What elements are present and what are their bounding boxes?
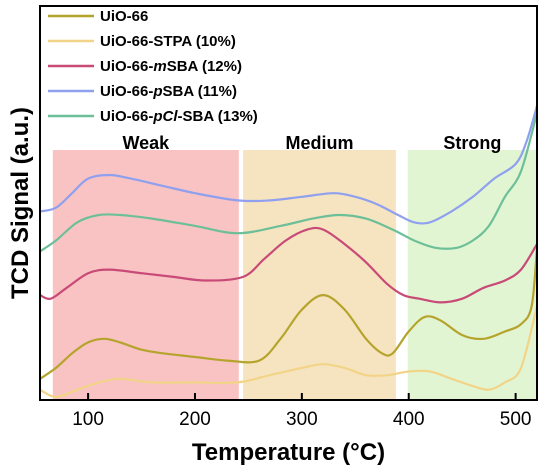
x-tick-label: 300: [286, 409, 318, 430]
region-labels: Weak Medium Strong: [122, 133, 501, 153]
x-axis-ticks: 100 200 300 400 500: [72, 393, 531, 430]
x-tick-label: 100: [72, 409, 104, 430]
x-tick-label: 500: [500, 409, 532, 430]
legend-label: UiO-66: [100, 8, 148, 25]
series-line-2: [39, 305, 539, 399]
region-label-strong: Strong: [443, 133, 501, 153]
series-line-5: [39, 112, 539, 253]
x-tick-label: 400: [393, 409, 425, 430]
legend-label: UiO-66-mSBA (12%): [100, 58, 242, 75]
region-medium: [243, 150, 396, 399]
series-line-1: [39, 247, 539, 380]
legend-label: UiO-66-pCl-SBA (13%): [100, 108, 258, 125]
series-line-3: [39, 226, 538, 304]
region-label-weak: Weak: [122, 133, 170, 153]
y-axis-title: TCD Signal (a.u.): [7, 107, 34, 299]
legend-label: UiO-66-pSBA (11%): [100, 83, 237, 100]
series-line-4: [39, 105, 539, 225]
plot-frame: [39, 5, 538, 401]
x-tick-label: 200: [179, 409, 211, 430]
region-label-medium: Medium: [285, 133, 353, 153]
series-lines: [39, 105, 539, 399]
legend-label: UiO-66-STPA (10%): [100, 33, 236, 50]
acid-strength-regions: [52, 150, 537, 399]
region-strong: [407, 150, 537, 399]
legend: UiO-66 UiO-66-STPA (10%) UiO-66-mSBA (12%)…: [48, 8, 258, 125]
x-axis-title: Temperature (°C): [192, 439, 385, 466]
